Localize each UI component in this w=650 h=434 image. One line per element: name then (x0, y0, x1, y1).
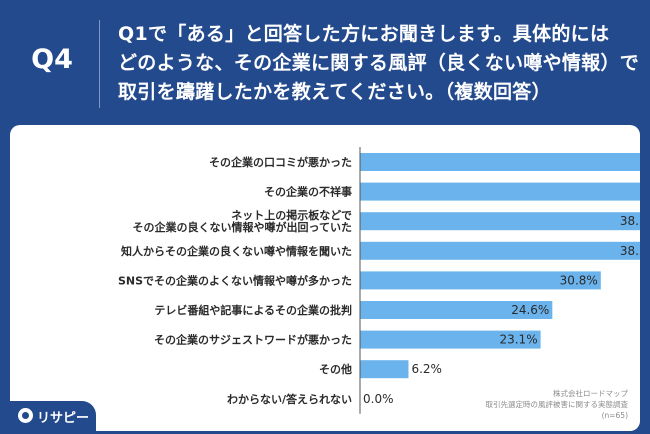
category-label: ネット上の掲示板などで (231, 208, 352, 222)
value-label: 23.1% (499, 333, 537, 347)
category-label: その企業のサジェストワードが悪かった (154, 333, 352, 347)
value-label: 24.6% (511, 303, 549, 317)
category-label: その他 (319, 362, 352, 376)
bar (360, 330, 541, 349)
source-line: 取引先選定時の風評被害に関する実態調査 (485, 400, 629, 409)
bar (360, 360, 409, 379)
logo-text: リサピー (37, 411, 90, 426)
category-label: その企業の良くない情報や噂が出回っていた (133, 220, 352, 234)
category-label: SNSでその企業のよくない情報や噂が多かった (118, 273, 352, 287)
category-label: わからない/答えられない (227, 392, 352, 406)
bar (360, 271, 601, 290)
bar (360, 212, 640, 231)
value-label: 38.5% (620, 214, 640, 228)
bar (360, 182, 640, 201)
category-label: 知人からその企業の良くない噂や情報を聞いた (120, 244, 352, 258)
source-line: (n=65) (601, 411, 628, 420)
value-label: 30.8% (560, 273, 598, 287)
question-line: 取引を躊躇したかを教えてください。（複数回答） (118, 81, 551, 103)
question-text: Q1で「ある」と回答した方にお聞きします。具体的には どのような、その企業に関す… (118, 20, 640, 107)
category-label: その企業の口コミが悪かった (209, 155, 352, 169)
value-label: 6.2% (411, 362, 442, 376)
bar (360, 301, 553, 319)
header: Q4 Q1で「ある」と回答した方にお聞きします。具体的には どのような、その企業… (0, 0, 650, 122)
category-label: テレビ番組や記事によるその企業の批判 (154, 303, 352, 317)
value-label: 38.5% (620, 244, 640, 258)
bar (360, 153, 640, 171)
header-divider (99, 20, 100, 108)
value-label: 0.0% (363, 392, 394, 406)
bar-chart: その企業の口コミが悪かった49.2%その企業の不祥事46.2%ネット上の掲示板な… (118, 147, 640, 414)
chart-card: その企業の口コミが悪かった49.2%その企業の不祥事46.2%ネット上の掲示板な… (10, 125, 640, 431)
question-number: Q4 (31, 44, 73, 75)
source-line: 株式会社ロードマップ (553, 389, 628, 398)
logo-icon (18, 408, 33, 423)
question-line: Q1で「ある」と回答した方にお聞きします。具体的には (118, 23, 610, 45)
question-line: どのような、その企業に関する風評（良くない噂や情報）で (118, 52, 640, 74)
brand-logo: リサピー (10, 401, 96, 431)
bar (360, 241, 640, 260)
category-label: その企業の不祥事 (264, 185, 352, 199)
source-note: 株式会社ロードマップ 取引先選定時の風評被害に関する実態調査 (n=65) (486, 388, 629, 421)
